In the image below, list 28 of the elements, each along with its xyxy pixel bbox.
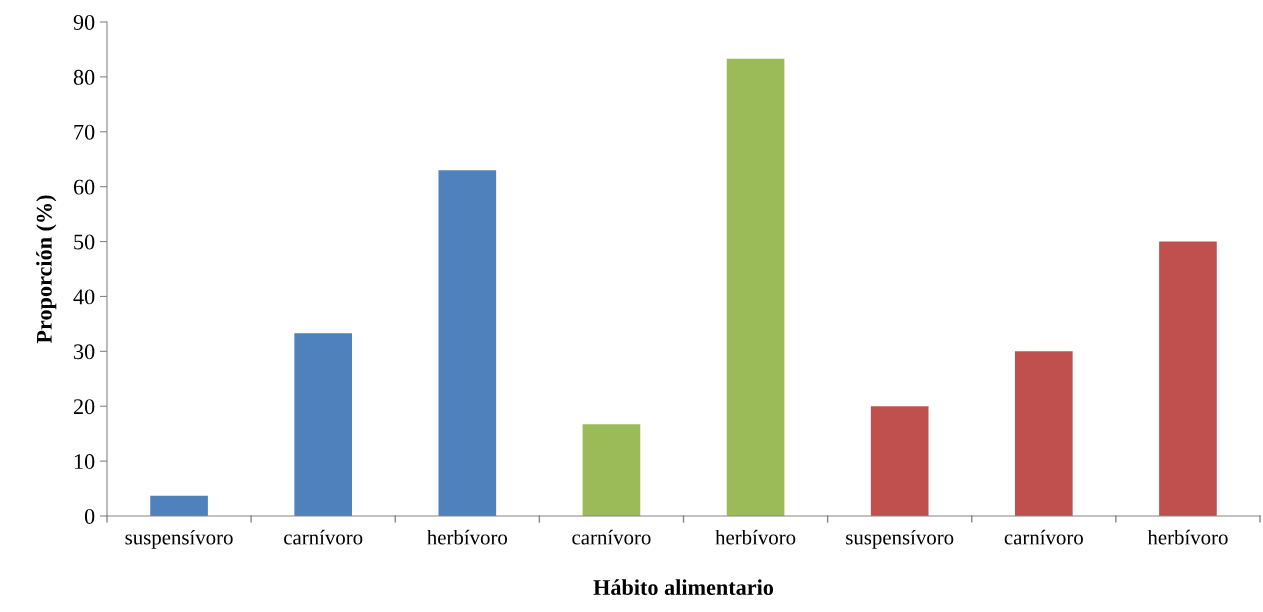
x-tick-label: herbívoro <box>427 529 508 545</box>
x-tick-label: suspensívoro <box>846 529 954 549</box>
bar <box>150 495 208 516</box>
bar <box>1159 241 1217 516</box>
x-tick-label: herbívoro <box>715 529 796 545</box>
y-tick-label: 70 <box>74 124 95 140</box>
bar <box>726 58 785 516</box>
bar <box>870 406 929 516</box>
y-axis-title: Proporción (%) <box>36 195 57 344</box>
x-tick-label: carnívoro <box>284 529 363 545</box>
bar <box>582 424 641 516</box>
y-tick-label: 80 <box>73 69 95 85</box>
bar <box>438 170 497 516</box>
y-tick-label: 60 <box>73 179 95 195</box>
x-tick-label: suspensívoro <box>125 529 233 549</box>
y-tick-label: 30 <box>74 344 95 360</box>
x-tick-label: carnívoro <box>1004 529 1083 545</box>
x-axis-title: Hábito alimentario <box>593 579 774 596</box>
x-tick-label: carnívoro <box>572 529 651 545</box>
y-tick-label: 40 <box>73 289 95 305</box>
y-tick-label: 90 <box>73 14 95 30</box>
bar <box>1014 351 1073 516</box>
y-tick-label: 20 <box>73 399 95 415</box>
y-tick-label: 10 <box>74 454 95 470</box>
x-tick-label: herbívoro <box>1147 529 1228 545</box>
y-tick-label: 0 <box>84 508 95 524</box>
y-tick-label: 50 <box>74 234 95 250</box>
bar <box>294 333 353 516</box>
